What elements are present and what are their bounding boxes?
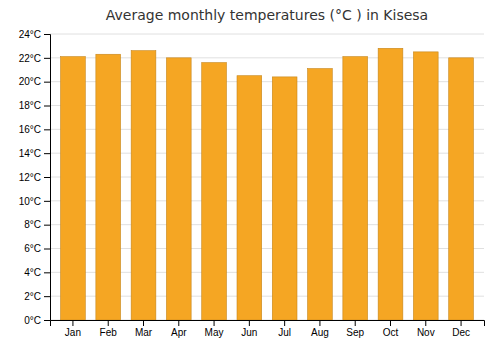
tick-mark <box>72 320 73 326</box>
tick: 0°C <box>24 315 50 326</box>
tick-mark <box>44 225 50 226</box>
tick: 18°C <box>19 100 50 111</box>
tick-mark <box>390 320 391 326</box>
tick: Mar <box>135 320 153 338</box>
bars <box>61 48 474 320</box>
bar <box>308 69 333 320</box>
tick-label: Oct <box>383 327 399 338</box>
bar <box>237 76 262 320</box>
bar <box>343 57 368 320</box>
tick: 6°C <box>24 243 50 254</box>
tick: 2°C <box>24 291 50 302</box>
bar <box>61 57 86 320</box>
tick: 22°C <box>19 53 50 64</box>
title: Average monthly temperatures (°C ) in Ki… <box>106 7 428 23</box>
y-axis: 0°C 2°C 4°C 6°C 8°C 10°C 12°C 14°C 16°C 18°C 20°C 2… <box>19 29 51 326</box>
axis-line <box>44 35 51 321</box>
bar <box>272 77 297 320</box>
tick-mark <box>284 320 285 326</box>
tick-label: 8°C <box>24 219 41 230</box>
tick: Jan <box>65 320 81 338</box>
tick: 8°C <box>24 219 50 230</box>
tick-mark <box>44 249 50 250</box>
tick: 4°C <box>24 267 50 278</box>
tick: 16°C <box>19 124 50 135</box>
tick-label: Nov <box>417 327 435 338</box>
tick-label: Dec <box>452 327 470 338</box>
tick-label: Mar <box>135 327 153 338</box>
tick-mark <box>44 129 50 130</box>
tick-label: 10°C <box>19 196 41 207</box>
tick-label: 22°C <box>19 53 41 64</box>
tick-mark <box>44 34 50 35</box>
bar <box>378 48 403 320</box>
tick: Nov <box>417 320 435 338</box>
tick-mark <box>44 58 50 59</box>
tick-label: 24°C <box>19 29 41 40</box>
bar <box>96 54 121 320</box>
tick: 14°C <box>19 148 50 159</box>
tick-label: 14°C <box>19 148 41 159</box>
tick-mark <box>319 320 320 326</box>
tick-label: Sep <box>346 327 364 338</box>
tick-mark <box>355 320 356 326</box>
tick-mark <box>44 201 50 202</box>
tick-label: 0°C <box>24 315 41 326</box>
tick-mark <box>44 320 50 321</box>
tick-label: May <box>205 327 224 338</box>
tick-mark <box>143 320 144 326</box>
tick-label: Jul <box>278 327 291 338</box>
tick-label: 16°C <box>19 124 41 135</box>
chart: 0°C 2°C 4°C 6°C 8°C 10°C 12°C 14°C 16°C 18°C 20°C 2… <box>0 0 500 350</box>
tick-mark <box>44 82 50 83</box>
tick: Apr <box>171 320 187 338</box>
tick-label: 2°C <box>24 291 41 302</box>
tick: Jun <box>241 320 257 338</box>
axis-line <box>51 321 485 327</box>
tick: Sep <box>346 320 364 338</box>
tick-label: Jan <box>65 327 81 338</box>
plot: 0°C 2°C 4°C 6°C 8°C 10°C 12°C 14°C 16°C 18°C 20°C 2… <box>19 29 485 338</box>
bar <box>131 51 156 320</box>
tick: 12°C <box>19 172 50 183</box>
tick-mark <box>44 153 50 154</box>
tick: Feb <box>100 320 118 338</box>
tick: May <box>205 320 224 338</box>
tick-mark <box>44 272 50 273</box>
tick-mark <box>214 320 215 326</box>
tick-label: 12°C <box>19 172 41 183</box>
tick-label: Jun <box>241 327 257 338</box>
tick-label: 4°C <box>24 267 41 278</box>
tick-mark <box>44 177 50 178</box>
tick: 24°C <box>19 29 50 40</box>
tick-mark <box>249 320 250 326</box>
tick: 10°C <box>19 196 50 207</box>
tick: Oct <box>383 320 399 338</box>
grid-line <box>50 34 484 35</box>
bar <box>166 58 191 320</box>
tick: Aug <box>311 320 329 338</box>
bar <box>449 58 474 320</box>
tick-label: 6°C <box>24 243 41 254</box>
tick-label: 18°C <box>19 100 41 111</box>
tick-mark <box>178 320 179 326</box>
tick-label: Aug <box>311 327 329 338</box>
tick-mark <box>44 296 50 297</box>
grid <box>50 34 484 320</box>
x-axis: Jan Feb Mar Apr May Jun Jul Aug Sep Oct Nov Dec <box>51 320 485 338</box>
tick: Dec <box>452 320 470 338</box>
tick-label: Apr <box>171 327 187 338</box>
tick-label: 20°C <box>19 76 41 87</box>
bar <box>202 63 227 320</box>
tick: 20°C <box>19 76 50 87</box>
tick: Jul <box>278 320 291 338</box>
tick-mark <box>425 320 426 326</box>
tick-mark <box>461 320 462 326</box>
tick-label: Feb <box>100 327 118 338</box>
bar <box>413 52 438 320</box>
tick-mark <box>108 320 109 326</box>
tick-mark <box>44 106 50 107</box>
